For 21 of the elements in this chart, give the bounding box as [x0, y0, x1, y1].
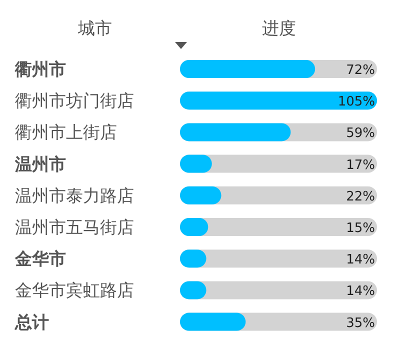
data-label: 14% [346, 284, 375, 300]
data-label: 35% [346, 316, 375, 331]
y-tick-label: 温州市泰力路店 [15, 186, 134, 206]
data-label: 72% [346, 63, 375, 78]
y-tick-label: 金华市宾虹路店 [15, 281, 134, 302]
data-label: 105% [338, 94, 375, 110]
data-label: 15% [346, 221, 375, 236]
y-tick-label: 总计 [14, 312, 49, 333]
y-tick-label: 温州市 [14, 154, 66, 175]
bar [180, 186, 222, 204]
y-tick-label: 衢州市上街店 [15, 123, 117, 144]
x-axis-title: 进度 [262, 19, 296, 39]
data-label: 17% [346, 158, 375, 173]
y-tick-label: 衢州市 [14, 60, 66, 80]
y-axis-title: 城市 [77, 19, 112, 39]
y-tick-label: 金华市 [14, 250, 66, 270]
y-tick-label: 衢州市坊门街店 [15, 92, 134, 112]
data-label: 22% [346, 189, 375, 204]
y-tick-label: 温州市五马街店 [15, 218, 134, 238]
data-label: 59% [346, 126, 375, 142]
data-label: 14% [346, 252, 375, 268]
